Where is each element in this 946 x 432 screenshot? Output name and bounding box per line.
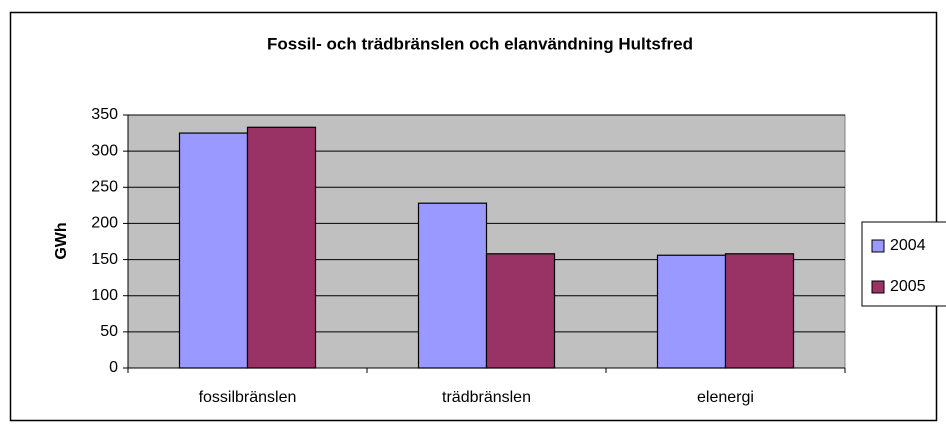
x-tick-label: trädbränslen <box>442 389 531 406</box>
chart-title: Fossil- och trädbränslen och elanvändnin… <box>267 34 693 53</box>
bar <box>485 253 556 369</box>
y-axis-title: GWh <box>53 222 70 259</box>
y-tick-label: 150 <box>91 251 118 268</box>
y-tick-label: 350 <box>91 106 118 123</box>
x-tick-label: fossilbränslen <box>199 389 297 406</box>
x-tick-label: elenergi <box>697 389 754 406</box>
y-tick-label: 200 <box>91 215 118 232</box>
bar <box>178 132 249 369</box>
bar <box>246 126 317 369</box>
y-tick-label: 50 <box>100 323 118 340</box>
y-tick-label: 100 <box>91 287 118 304</box>
bar <box>656 254 727 369</box>
y-tick-label: 250 <box>91 179 118 196</box>
y-tick-label: 0 <box>109 359 118 376</box>
bar <box>724 253 795 369</box>
legend-label: 2004 <box>890 237 926 254</box>
bar <box>417 202 488 369</box>
legend-label: 2005 <box>890 278 926 295</box>
legend-swatch <box>871 239 885 253</box>
y-tick-label: 300 <box>91 142 118 159</box>
legend-swatch <box>871 280 885 294</box>
